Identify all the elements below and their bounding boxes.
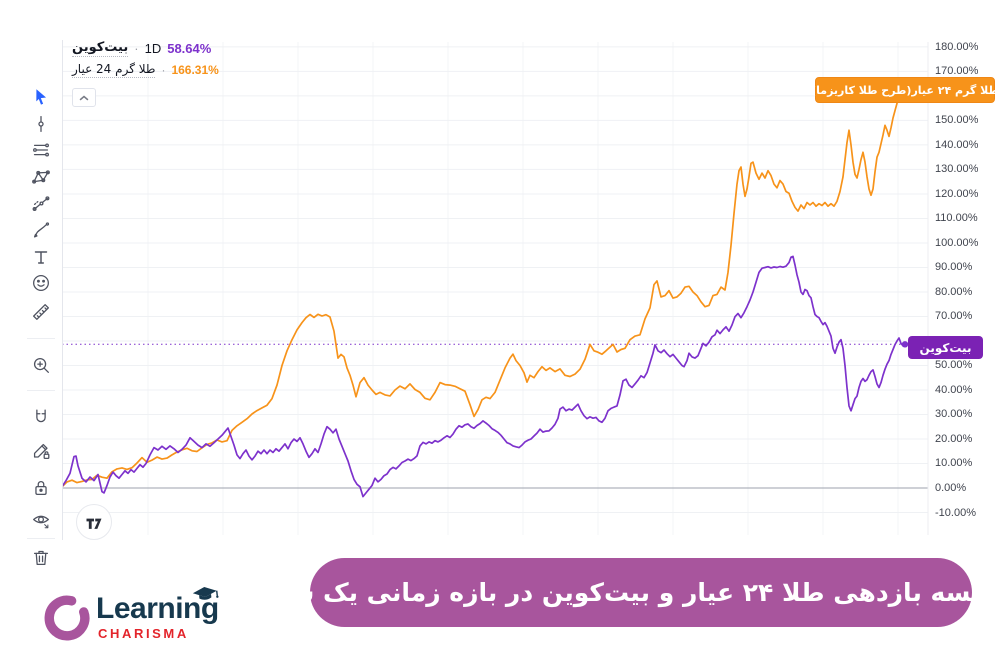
xabcd-pattern-icon — [32, 170, 50, 184]
lock-all-icon — [35, 481, 47, 496]
forecast-icon — [32, 196, 50, 211]
timeframe-label[interactable]: 1D — [144, 41, 162, 56]
tool-magnet-button[interactable] — [29, 405, 53, 429]
axis-tick-label: 70.00% — [935, 310, 973, 323]
ruler-icon — [33, 304, 49, 320]
legend-row-gold[interactable]: طلا گرم 24 عیار · 166.31% — [72, 62, 219, 78]
axis-tick-label: 50.00% — [935, 359, 973, 372]
axis-tick-label: 30.00% — [935, 408, 973, 421]
charisma-c-icon — [44, 595, 90, 641]
axis-tick-label: -10.00% — [935, 506, 976, 519]
axis-tick-label: 130.00% — [935, 163, 979, 176]
axis-tick-label: 90.00% — [935, 261, 973, 274]
tool-zoom-in-button[interactable] — [29, 353, 53, 377]
axis-tick-label: 100.00% — [935, 236, 979, 249]
gold-series-line — [61, 79, 908, 488]
axis-tick-label: 110.00% — [935, 212, 978, 225]
brand-logo: Learning CHARISMA — [44, 587, 264, 652]
toolbar-separator — [27, 338, 55, 339]
legend-separator: · — [134, 41, 139, 56]
graduation-cap-icon — [192, 587, 219, 600]
fib-retracement-icon — [33, 143, 49, 157]
brush-icon — [33, 222, 50, 238]
drawing-mode-icon — [33, 443, 50, 459]
cursor-icon — [36, 89, 47, 105]
tool-remove-all-button[interactable] — [29, 545, 53, 569]
bitcoin-last-value-badge[interactable]: بیت‌کوین — [908, 336, 983, 359]
tool-text-button[interactable] — [29, 245, 53, 269]
remove-all-icon — [33, 550, 49, 565]
axis-tick-label: 120.00% — [935, 187, 979, 200]
tool-cross-line-button[interactable] — [29, 112, 53, 136]
symbol-name-gold[interactable]: طلا گرم 24 عیار — [72, 62, 156, 78]
toolbar-divider — [62, 40, 63, 540]
text-icon — [34, 251, 48, 264]
toolbar-separator — [27, 390, 55, 391]
bitcoin-change-value: 58.64% — [167, 41, 212, 56]
gold-last-value-badge[interactable]: طلا گرم ۲۴ عیار(طرح طلا کاریزما) — [811, 77, 999, 103]
brand-name-text: Learning — [96, 592, 219, 625]
axis-tick-label: 20.00% — [935, 432, 973, 445]
tool-brush-button[interactable] — [29, 218, 53, 242]
tool-lock-all-button[interactable] — [29, 476, 53, 500]
tool-ruler-button[interactable] — [29, 300, 53, 324]
hide-all-icon — [33, 515, 49, 529]
tool-cursor-button[interactable] — [29, 85, 53, 109]
brand-subtitle-text: CHARISMA — [98, 626, 189, 641]
tool-hide-all-button[interactable] — [29, 508, 53, 532]
tool-xabcd-pattern-button[interactable] — [29, 165, 53, 189]
symbol-name-bitcoin[interactable]: بیت‌کوین — [72, 40, 129, 57]
axis-tick-label: 40.00% — [935, 383, 973, 396]
legend-separator: · — [161, 63, 166, 77]
axis-tick-label: 10.00% — [935, 457, 973, 470]
gold-change-value: 166.31% — [171, 63, 219, 77]
bitcoin-series-line — [61, 255, 906, 498]
footer-title-banner: مقایسه بازدهی طلا ۲۴ عیار و بیت‌کوین در … — [259, 558, 1000, 627]
chevron-up-icon — [79, 95, 89, 100]
legend-row-bitcoin[interactable]: بیت‌کوین · 1D 58.64% — [72, 40, 211, 57]
tool-fib-retracement-button[interactable] — [29, 138, 53, 162]
zoom-in-icon — [33, 357, 49, 373]
axis-tick-label: 140.00% — [935, 138, 979, 151]
tradingview-logo-icon — [86, 518, 102, 529]
emoji-icon — [33, 275, 49, 291]
tool-forecast-button[interactable] — [29, 191, 53, 215]
toolbar-separator — [27, 538, 55, 539]
drawing-toolbar — [0, 40, 62, 565]
axis-tick-label: 170.00% — [935, 65, 979, 78]
axis-tick-label: 150.00% — [935, 114, 979, 127]
axis-tick-label: 0.00% — [935, 482, 967, 494]
legend-collapse-button[interactable] — [72, 88, 96, 107]
magnet-icon — [36, 409, 46, 423]
axis-tick-label: 180.00% — [935, 40, 979, 53]
tradingview-logo[interactable] — [76, 504, 112, 540]
bitcoin-last-point-dot — [901, 341, 909, 348]
cross-line-icon — [38, 116, 44, 132]
tool-emoji-button[interactable] — [29, 271, 53, 295]
tool-drawing-mode-button[interactable] — [29, 439, 53, 463]
axis-tick-label: 80.00% — [935, 285, 973, 298]
